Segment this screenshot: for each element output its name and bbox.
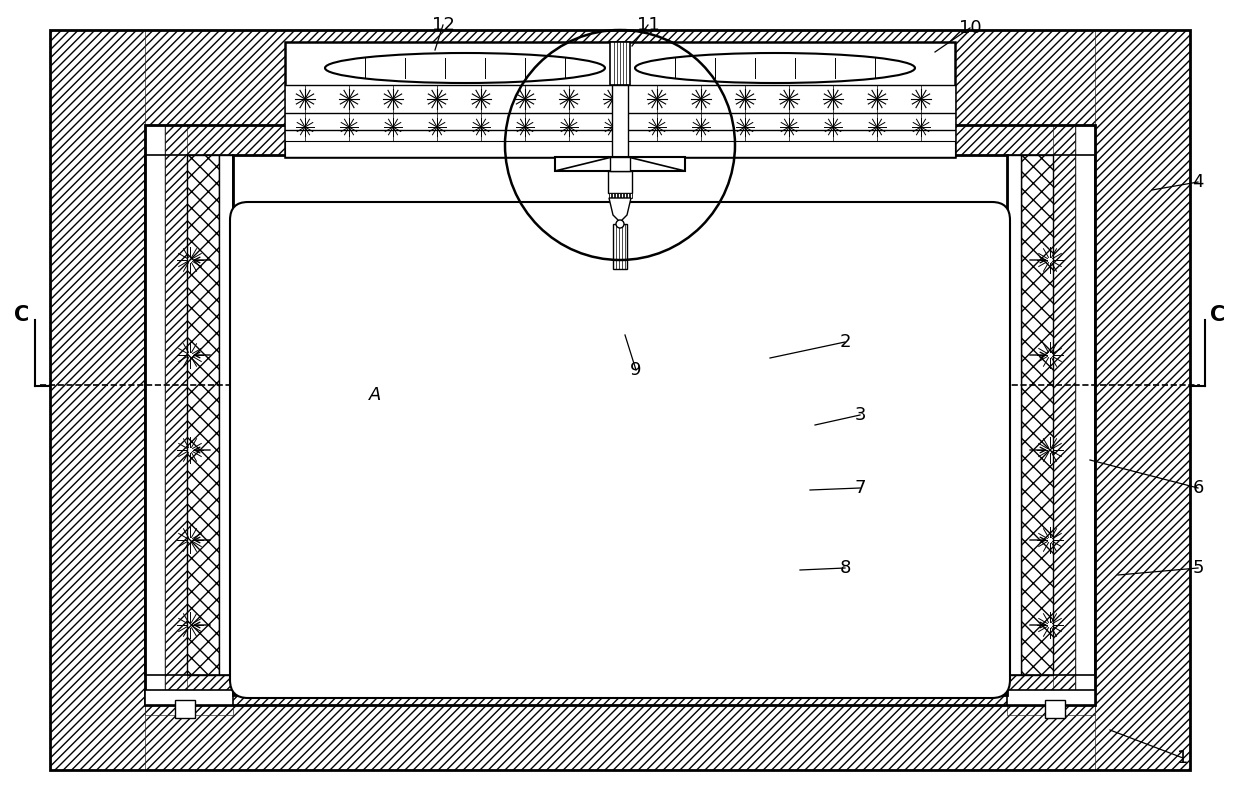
Bar	[1007, 690, 1095, 705]
Bar	[1007, 155, 1021, 675]
Ellipse shape	[325, 53, 605, 83]
Bar	[145, 155, 233, 675]
Bar	[621, 193, 624, 198]
Bar	[613, 85, 627, 157]
Bar	[627, 193, 629, 198]
Bar	[285, 141, 955, 157]
Bar	[1095, 30, 1190, 770]
Polygon shape	[609, 198, 631, 222]
Bar	[285, 85, 955, 113]
Bar	[556, 157, 684, 171]
Text: 10: 10	[959, 19, 981, 37]
Text: 8: 8	[839, 559, 851, 577]
Ellipse shape	[635, 53, 915, 83]
Bar	[630, 193, 632, 198]
Text: 9: 9	[630, 361, 642, 379]
Bar	[1053, 125, 1075, 705]
Bar	[1045, 700, 1065, 718]
Bar	[1021, 155, 1053, 675]
Bar	[50, 30, 1190, 125]
Bar	[50, 695, 1190, 770]
Bar	[165, 125, 187, 705]
Text: 4: 4	[1192, 173, 1204, 191]
Text: 2: 2	[839, 333, 851, 351]
Bar	[609, 193, 611, 198]
Bar	[624, 193, 626, 198]
Bar	[219, 155, 233, 675]
Text: 11: 11	[636, 16, 660, 34]
FancyBboxPatch shape	[229, 202, 1011, 698]
Bar	[1075, 125, 1095, 705]
Bar	[608, 171, 632, 193]
Bar	[145, 675, 1095, 705]
Bar	[187, 155, 219, 675]
Bar	[145, 125, 1095, 155]
Text: 6: 6	[1193, 479, 1204, 497]
Text: A: A	[368, 386, 381, 404]
Bar	[145, 125, 1095, 705]
Text: C: C	[15, 305, 30, 325]
Bar	[285, 113, 955, 141]
Bar	[1007, 155, 1095, 675]
Text: 3: 3	[854, 406, 866, 424]
Circle shape	[616, 220, 624, 228]
Bar	[233, 155, 1007, 695]
Bar	[1021, 155, 1053, 675]
Bar	[613, 193, 614, 198]
Bar	[610, 157, 630, 171]
Bar	[285, 42, 955, 157]
Text: C: C	[1210, 305, 1225, 325]
Bar	[145, 125, 165, 705]
Bar	[1007, 705, 1095, 715]
Bar	[613, 224, 627, 269]
Bar	[145, 690, 233, 705]
Bar	[145, 705, 233, 715]
Bar	[610, 42, 630, 85]
Text: 1: 1	[1177, 749, 1189, 767]
Bar	[175, 700, 195, 718]
Bar	[187, 155, 219, 675]
Text: 12: 12	[432, 16, 454, 34]
Bar	[618, 193, 620, 198]
Text: 5: 5	[1192, 559, 1204, 577]
Bar	[50, 30, 145, 770]
Text: 7: 7	[854, 479, 866, 497]
Bar	[615, 193, 618, 198]
